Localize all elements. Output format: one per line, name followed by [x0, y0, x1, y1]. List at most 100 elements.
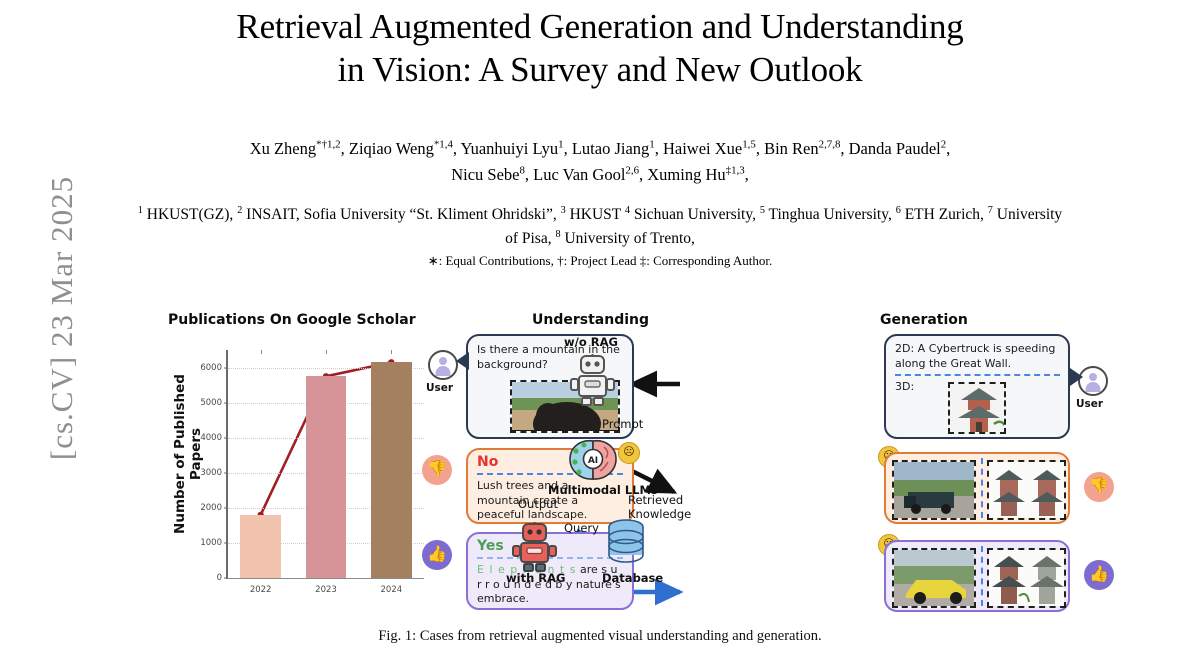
author-sup: 1 — [649, 138, 655, 151]
figure-caption: Fig. 1: Cases from retrieval augmented v… — [378, 628, 822, 644]
prompt-label: Prompt — [602, 417, 644, 431]
author-sup: 2,6 — [625, 164, 640, 177]
chart-plot-area: 0 1000 2000 3000 4000 5000 6000 2022 2023 2024 — [200, 350, 424, 595]
output-label: Output — [518, 497, 558, 511]
affil-sup: 5 — [759, 204, 765, 216]
divider — [477, 557, 623, 559]
chart-y-tick-mark — [224, 402, 228, 404]
chart-y-tick-mark — [224, 542, 228, 544]
affil-text: University of Pisa, — [505, 206, 1063, 248]
author-sup: 1,5 — [742, 138, 756, 151]
arxiv-stamp: [cs.CV] 23 Mar 2025 — [44, 175, 79, 461]
multimodal-llm-brain-icon: AI — [564, 438, 622, 487]
divider — [981, 546, 983, 606]
publications-bar-chart: Number of Published Papers 0 1000 2000 3000… — [150, 342, 440, 624]
chart-y-tick-label: 4000 — [200, 432, 222, 443]
good-answer-bubble: Yes E l e p h a n t s are s u r r o u n … — [466, 532, 634, 610]
chart-bar — [240, 514, 281, 578]
author-name: , Haiwei Xue — [654, 139, 743, 158]
database-label: Database — [602, 571, 664, 585]
chart-x-tick-mark — [326, 350, 327, 354]
bubble-tail — [1070, 368, 1083, 386]
avatar — [428, 350, 458, 380]
author-name: Nicu Sebe — [451, 164, 520, 184]
chart-y-axis-label: Number of Published Papers — [172, 374, 204, 534]
query-label: Query — [564, 521, 599, 535]
author-sep: , — [744, 164, 749, 184]
prompt-3d-label: 3D: — [895, 380, 915, 394]
cybertruck-bad-image — [892, 460, 976, 520]
affil-sup: 6 — [895, 204, 901, 216]
pagoda-good-3d-image — [987, 548, 1066, 608]
understanding-panel-title: Understanding — [532, 312, 650, 328]
chart-y-tick-label: 1000 — [200, 537, 222, 548]
affil-text: ETH Zurich, — [900, 206, 988, 223]
page-title: Retrieval Augmented Generation and Under… — [120, 6, 1080, 91]
chart-x-tick-mark — [391, 350, 393, 354]
retrieved-knowledge-line2: Knowledge — [628, 506, 692, 521]
chart-x-tick-mark — [260, 350, 262, 354]
figure-1: Publications On Google Scholar Understan… — [140, 300, 1140, 630]
author-name: , Danda Paudel — [840, 139, 941, 158]
thumb-down-icon-understanding: 👎 — [422, 455, 452, 485]
affil-text: Sichuan University, — [629, 206, 760, 223]
author-sup: 8 — [519, 164, 525, 177]
chart-y-tick-label: 5000 — [200, 397, 222, 408]
generation-good-result-bubble — [884, 540, 1070, 612]
chart-y-tick-mark — [224, 437, 228, 439]
affil-text: Tinghua University, — [764, 206, 896, 223]
generation-panel-title: Generation — [880, 312, 968, 328]
pagoda-bad-3d-image — [987, 460, 1066, 520]
with-rag-label: with RAG — [506, 571, 566, 585]
chart-y-tick-mark — [224, 367, 228, 369]
chart-y-tick-label: 0 — [216, 573, 222, 583]
chart-gridline — [228, 367, 424, 369]
thumb-down-icon-generation: 👎 — [1084, 472, 1114, 502]
cybertruck-good-image — [892, 548, 976, 608]
database-icon — [604, 518, 648, 571]
affil-text: HKUST(GZ), — [142, 206, 238, 223]
retrieved-knowledge-label: Retrieved Knowledge — [628, 493, 692, 522]
prompt-2d-text: 2D: A Cybertruck is speeding along the G… — [895, 342, 1056, 370]
author-notes: ∗: Equal Contributions, †: Project Lead … — [427, 253, 773, 268]
affil-sup: 8 — [555, 228, 561, 240]
bubble-tail — [456, 352, 469, 370]
chart-y-tick-label: 6000 — [200, 362, 222, 373]
user-label-generation: User — [1076, 398, 1104, 410]
author-name: , Yuanhuiyi Lyu — [452, 139, 559, 158]
user-label-understanding: User — [426, 382, 454, 394]
title-line-2: in Vision: A Survey and New Outlook — [337, 49, 863, 89]
affil-sup: 2 — [237, 204, 243, 216]
chart-y-tick-mark — [224, 507, 228, 509]
author-sup: *1,4 — [433, 138, 453, 151]
affil-text: University of Trento, — [560, 230, 695, 248]
user-question-text: Is there a mountain in the background? — [477, 343, 620, 371]
title-line-1: Retrieval Augmented Generation and Under… — [236, 7, 964, 46]
chart-bar — [371, 362, 412, 578]
multimodal-llms-label: Multimodal LLMs — [548, 483, 658, 497]
author-name: , Lutao Jiang — [563, 139, 650, 158]
author-name: , Luc Van Gool — [524, 164, 626, 184]
affil-sup: 1 — [137, 204, 143, 216]
author-list: Xu Zheng*†1,2, Ziqiao Weng*1,4, Yuanhuiy… — [120, 136, 1080, 187]
robot-icon-wo-rag — [570, 352, 615, 411]
author-line-2: Nicu Sebe8, Luc Van Gool2,6, Xuming Hu‡1… — [120, 162, 1080, 188]
affil-sup: 7 — [987, 204, 993, 216]
elephant-photo — [510, 380, 620, 433]
affil-sup: 3 — [560, 204, 566, 216]
affil-text: HKUST — [565, 206, 625, 223]
retrieved-knowledge-line1: Retrieved — [628, 493, 684, 507]
generation-bad-result-bubble — [884, 452, 1070, 524]
robot-icon-with-rag — [512, 520, 557, 577]
author-name: , Xuming Hu — [639, 164, 726, 184]
chart-y-tick-mark — [224, 472, 228, 474]
chart-x-tick-label: 2023 — [315, 585, 337, 595]
thumb-up-icon-understanding: 👍 — [422, 540, 452, 570]
divider — [981, 458, 983, 518]
thumb-up-icon-generation: 👍 — [1084, 560, 1114, 590]
author-sup: *†1,2 — [316, 138, 341, 151]
chart-y-tick-label: 3000 — [200, 467, 222, 478]
author-sep: , — [946, 139, 951, 158]
pagoda-photo — [948, 382, 1006, 434]
